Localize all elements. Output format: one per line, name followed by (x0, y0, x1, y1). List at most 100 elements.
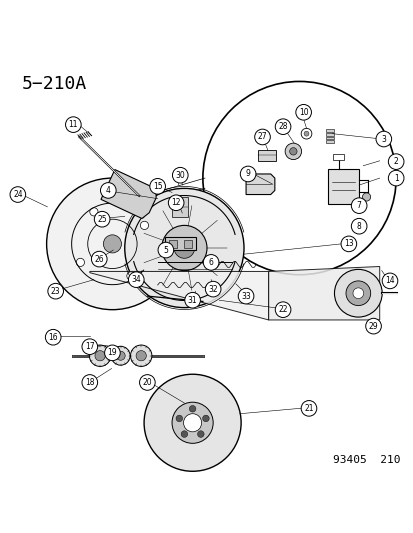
Text: 4: 4 (106, 186, 110, 195)
Circle shape (381, 273, 397, 289)
Circle shape (334, 269, 381, 317)
Circle shape (82, 339, 97, 354)
Circle shape (365, 318, 380, 334)
Text: 17: 17 (85, 342, 95, 351)
Text: 14: 14 (384, 277, 394, 285)
Text: 18: 18 (85, 378, 94, 387)
Circle shape (387, 154, 403, 169)
Text: 16: 16 (48, 333, 58, 342)
Circle shape (180, 431, 187, 438)
Circle shape (300, 128, 311, 139)
Circle shape (136, 351, 146, 361)
Text: 22: 22 (278, 305, 287, 314)
Circle shape (240, 166, 255, 182)
Text: 10: 10 (298, 108, 308, 117)
Circle shape (289, 148, 297, 155)
Text: 32: 32 (208, 285, 218, 294)
Text: 2: 2 (393, 157, 398, 166)
Text: 9: 9 (245, 169, 250, 179)
Circle shape (95, 351, 105, 361)
Text: 12: 12 (171, 198, 180, 207)
Text: 27: 27 (257, 133, 267, 141)
Circle shape (205, 281, 221, 297)
Circle shape (139, 375, 155, 390)
Text: 31: 31 (188, 296, 197, 305)
Text: 6: 6 (208, 258, 213, 267)
Circle shape (275, 119, 290, 134)
Bar (328, 169, 358, 204)
Circle shape (184, 293, 200, 308)
Text: 5−210A: 5−210A (22, 75, 87, 93)
Circle shape (76, 259, 84, 266)
Polygon shape (90, 271, 268, 320)
Bar (325, 140, 333, 143)
Text: 34: 34 (131, 275, 141, 284)
Bar (169, 240, 176, 248)
Circle shape (150, 179, 165, 194)
Circle shape (202, 415, 209, 422)
Text: 26: 26 (94, 255, 104, 264)
Circle shape (130, 345, 152, 366)
Circle shape (94, 212, 110, 227)
Circle shape (183, 414, 201, 432)
Bar (325, 133, 333, 136)
Circle shape (91, 251, 107, 267)
Circle shape (345, 281, 370, 305)
Circle shape (103, 235, 121, 253)
Circle shape (161, 225, 206, 271)
Circle shape (275, 302, 290, 318)
Circle shape (47, 178, 178, 310)
Text: 7: 7 (356, 201, 361, 210)
Circle shape (158, 242, 173, 258)
Polygon shape (101, 169, 156, 219)
Text: 1: 1 (393, 174, 398, 183)
Circle shape (111, 346, 130, 365)
Text: 93405  210: 93405 210 (332, 455, 399, 465)
Circle shape (352, 288, 363, 298)
Circle shape (174, 238, 194, 259)
Circle shape (285, 143, 301, 159)
Circle shape (128, 272, 144, 287)
Circle shape (295, 104, 311, 120)
Text: 29: 29 (368, 321, 377, 330)
Circle shape (140, 221, 148, 230)
Circle shape (303, 131, 308, 136)
Circle shape (237, 288, 253, 304)
Circle shape (126, 272, 135, 280)
Text: 25: 25 (97, 215, 107, 224)
Text: 30: 30 (175, 171, 185, 180)
Bar (183, 240, 191, 248)
Circle shape (351, 219, 366, 234)
Circle shape (340, 236, 356, 252)
Circle shape (197, 431, 204, 438)
Circle shape (375, 131, 391, 147)
Circle shape (100, 183, 116, 198)
Text: 8: 8 (356, 222, 361, 231)
Text: 23: 23 (51, 287, 60, 296)
Bar (172, 197, 188, 217)
Circle shape (144, 374, 240, 471)
Circle shape (48, 284, 63, 299)
Circle shape (300, 401, 316, 416)
Circle shape (189, 406, 195, 412)
Circle shape (254, 129, 270, 145)
Circle shape (361, 193, 370, 201)
Bar (257, 150, 275, 161)
Circle shape (90, 208, 98, 216)
Circle shape (65, 117, 81, 132)
Circle shape (10, 187, 26, 203)
Text: 15: 15 (152, 182, 162, 191)
Text: 21: 21 (304, 404, 313, 413)
Text: 3: 3 (380, 134, 385, 143)
Text: 33: 33 (241, 292, 250, 301)
Text: 24: 24 (13, 190, 23, 199)
Circle shape (172, 402, 213, 443)
Circle shape (89, 345, 111, 366)
Circle shape (168, 195, 183, 211)
Circle shape (387, 170, 403, 186)
Polygon shape (268, 266, 379, 320)
Circle shape (172, 167, 188, 183)
Text: 13: 13 (343, 239, 353, 248)
Circle shape (124, 188, 243, 308)
Bar (325, 136, 333, 140)
